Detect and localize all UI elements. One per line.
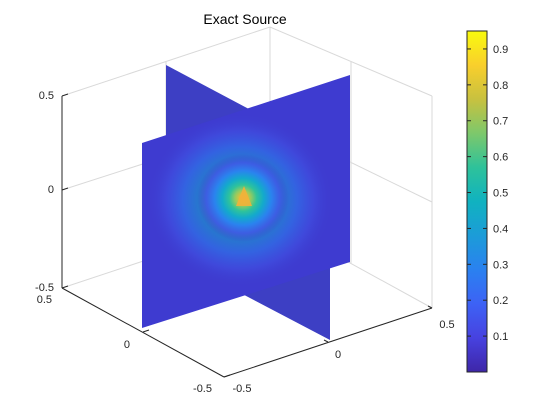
x-tick-label-front: -0.5 [233,383,252,395]
slice-planes [142,65,350,340]
colorbar-ticks: 0.1 0.2 0.3 0.4 0.5 0.6 0.7 0.8 0.9 [467,44,508,343]
x-tick-back-mark [427,305,433,309]
colorbar-gradient [466,30,488,373]
y-tick-label-front: -0.5 [193,383,212,395]
y-tick-mid-mark [142,329,150,333]
colorbar-tick-label: 0.5 [493,188,508,200]
back-edges [61,26,433,97]
y-tick-label-mid: 0 [124,339,130,351]
colorbar-tick-label: 0.3 [493,259,508,271]
x-tick-label-mid: 0 [335,349,341,361]
colorbar-tick-label: 0.4 [493,223,508,235]
x-tick-label-back: 0.5 [439,319,454,331]
colorbar-tick-label: 0.1 [493,331,508,343]
colorbar-tick-label: 0.6 [493,152,508,164]
y-axis-line [61,287,225,378]
y-tick-label-back: 0.5 [37,294,52,306]
x-tick-mid-mark [323,339,329,343]
z-tick-top [61,93,69,97]
z-tick-bottom [61,285,69,289]
colorbar-tick-label: 0.9 [493,44,508,56]
front-axes [61,93,433,378]
z-tick-mid [61,187,69,191]
z-tick-label-bottom: -0.5 [35,282,54,294]
x-axis-line [223,307,433,378]
colorbar-tick-label: 0.8 [493,80,508,92]
tick-labels: 0.5 0 -0.5 0.5 0 -0.5 -0.5 0 0.5 [35,90,455,395]
source-peak [236,186,252,206]
y-tick-front-mark [223,374,231,378]
z-tick-label-top: 0.5 [39,90,54,102]
colorbar-tick-label: 0.7 [493,116,508,128]
colorbar: 0.1 0.2 0.3 0.4 0.5 0.6 0.7 0.8 0.9 [466,30,508,373]
chart-title: Exact Source [203,11,286,27]
colorbar-tick-label: 0.2 [493,295,508,307]
z-tick-label-mid: 0 [48,184,54,196]
